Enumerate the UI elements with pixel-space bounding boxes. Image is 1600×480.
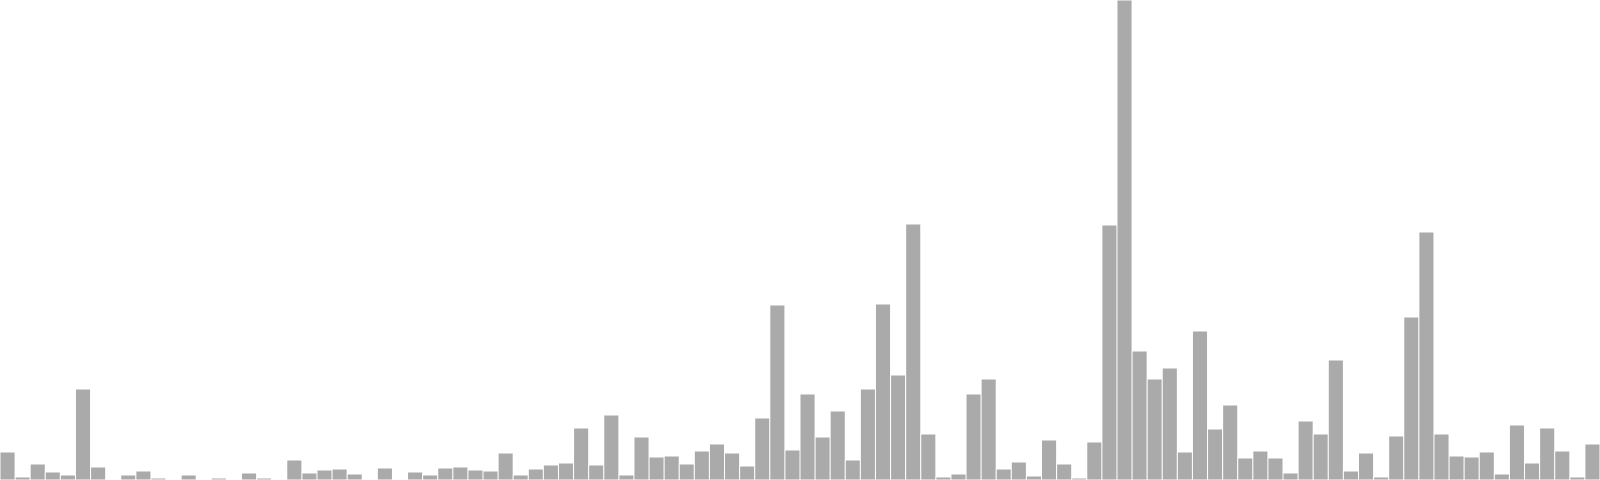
bar-84	[1267, 457, 1284, 480]
bar-21	[316, 469, 333, 480]
bar-68	[1025, 475, 1043, 480]
bar-83	[1252, 450, 1269, 480]
bar-73	[1101, 224, 1118, 480]
bar-48	[724, 452, 741, 480]
bar-96	[1448, 455, 1465, 480]
bar-9	[135, 470, 152, 480]
bar-95	[1433, 433, 1450, 480]
bar-72	[1086, 441, 1103, 480]
bar-99	[1493, 473, 1510, 480]
bar-92	[1388, 435, 1405, 480]
bar-77	[1161, 367, 1178, 480]
bar-5	[74, 388, 92, 480]
bar-87	[1312, 433, 1329, 480]
bar-2	[29, 463, 46, 480]
bar-45	[678, 463, 695, 480]
bar-98	[1478, 451, 1495, 480]
bar-25	[376, 467, 393, 480]
bar-101	[1524, 462, 1541, 480]
bar-103	[1554, 450, 1571, 480]
bar-65	[980, 378, 997, 480]
bar-0	[0, 451, 16, 480]
bar-53	[799, 393, 816, 480]
bar-51	[769, 304, 786, 480]
bar-86	[1297, 420, 1314, 480]
bar-6	[90, 466, 107, 480]
bar-8	[120, 474, 137, 480]
bar-61	[920, 433, 937, 480]
bar-75	[1131, 350, 1148, 480]
bar-49	[739, 465, 756, 480]
bar-37	[557, 462, 575, 480]
bar-67	[1010, 461, 1027, 480]
bar-57	[859, 388, 876, 480]
bar-90	[1357, 452, 1375, 480]
bar-46	[693, 450, 710, 480]
bar-102	[1539, 427, 1556, 480]
bar-47	[708, 443, 726, 480]
bar-59	[890, 374, 907, 480]
bar-23	[346, 473, 363, 480]
bar-76	[1146, 378, 1163, 480]
bar-4	[59, 474, 76, 480]
bar-66	[995, 468, 1012, 480]
bar-22	[331, 468, 348, 480]
bar-85	[1282, 472, 1299, 480]
bar-30	[452, 466, 469, 480]
bar-35	[527, 468, 544, 480]
bar-78	[1176, 451, 1193, 480]
bar-39	[588, 464, 605, 480]
bar-44	[663, 455, 680, 480]
bar-52	[784, 449, 801, 480]
bar-88	[1327, 359, 1344, 480]
bar-3	[44, 471, 61, 480]
bar-16	[241, 472, 258, 480]
bar-100	[1508, 424, 1526, 480]
bar-82	[1237, 457, 1254, 480]
bar-69	[1041, 439, 1058, 480]
bar-36	[542, 464, 559, 480]
bar-81	[1222, 404, 1239, 480]
bar-80	[1207, 428, 1224, 480]
bar-32	[482, 470, 499, 480]
bar-12	[180, 474, 197, 480]
bar-41	[618, 474, 635, 480]
bar-50	[754, 417, 771, 480]
bar-27	[407, 471, 424, 480]
bar-97	[1463, 456, 1480, 480]
bar-40	[603, 414, 620, 480]
bar-43	[648, 456, 665, 480]
bar-70	[1056, 463, 1073, 480]
bar-64	[965, 393, 982, 480]
bar-63	[950, 473, 967, 480]
bar-79	[1191, 330, 1209, 480]
bar-56	[844, 459, 861, 480]
bar-74	[1116, 0, 1133, 480]
bar-20	[301, 472, 318, 480]
bar-58	[874, 303, 892, 480]
bar-89	[1342, 470, 1359, 480]
bar-54	[814, 436, 831, 480]
bar-93	[1403, 316, 1420, 480]
bar-31	[467, 469, 484, 480]
bar-28	[422, 474, 439, 480]
bar-60	[905, 223, 922, 480]
bar-33	[497, 452, 514, 480]
bar-38	[573, 427, 590, 480]
bar-94	[1418, 231, 1435, 480]
bar-55	[829, 410, 846, 480]
bar-34	[512, 474, 529, 480]
bar-19	[286, 459, 303, 480]
bar-105	[1584, 443, 1600, 480]
bar-29	[437, 467, 454, 480]
bar-42	[633, 436, 650, 480]
